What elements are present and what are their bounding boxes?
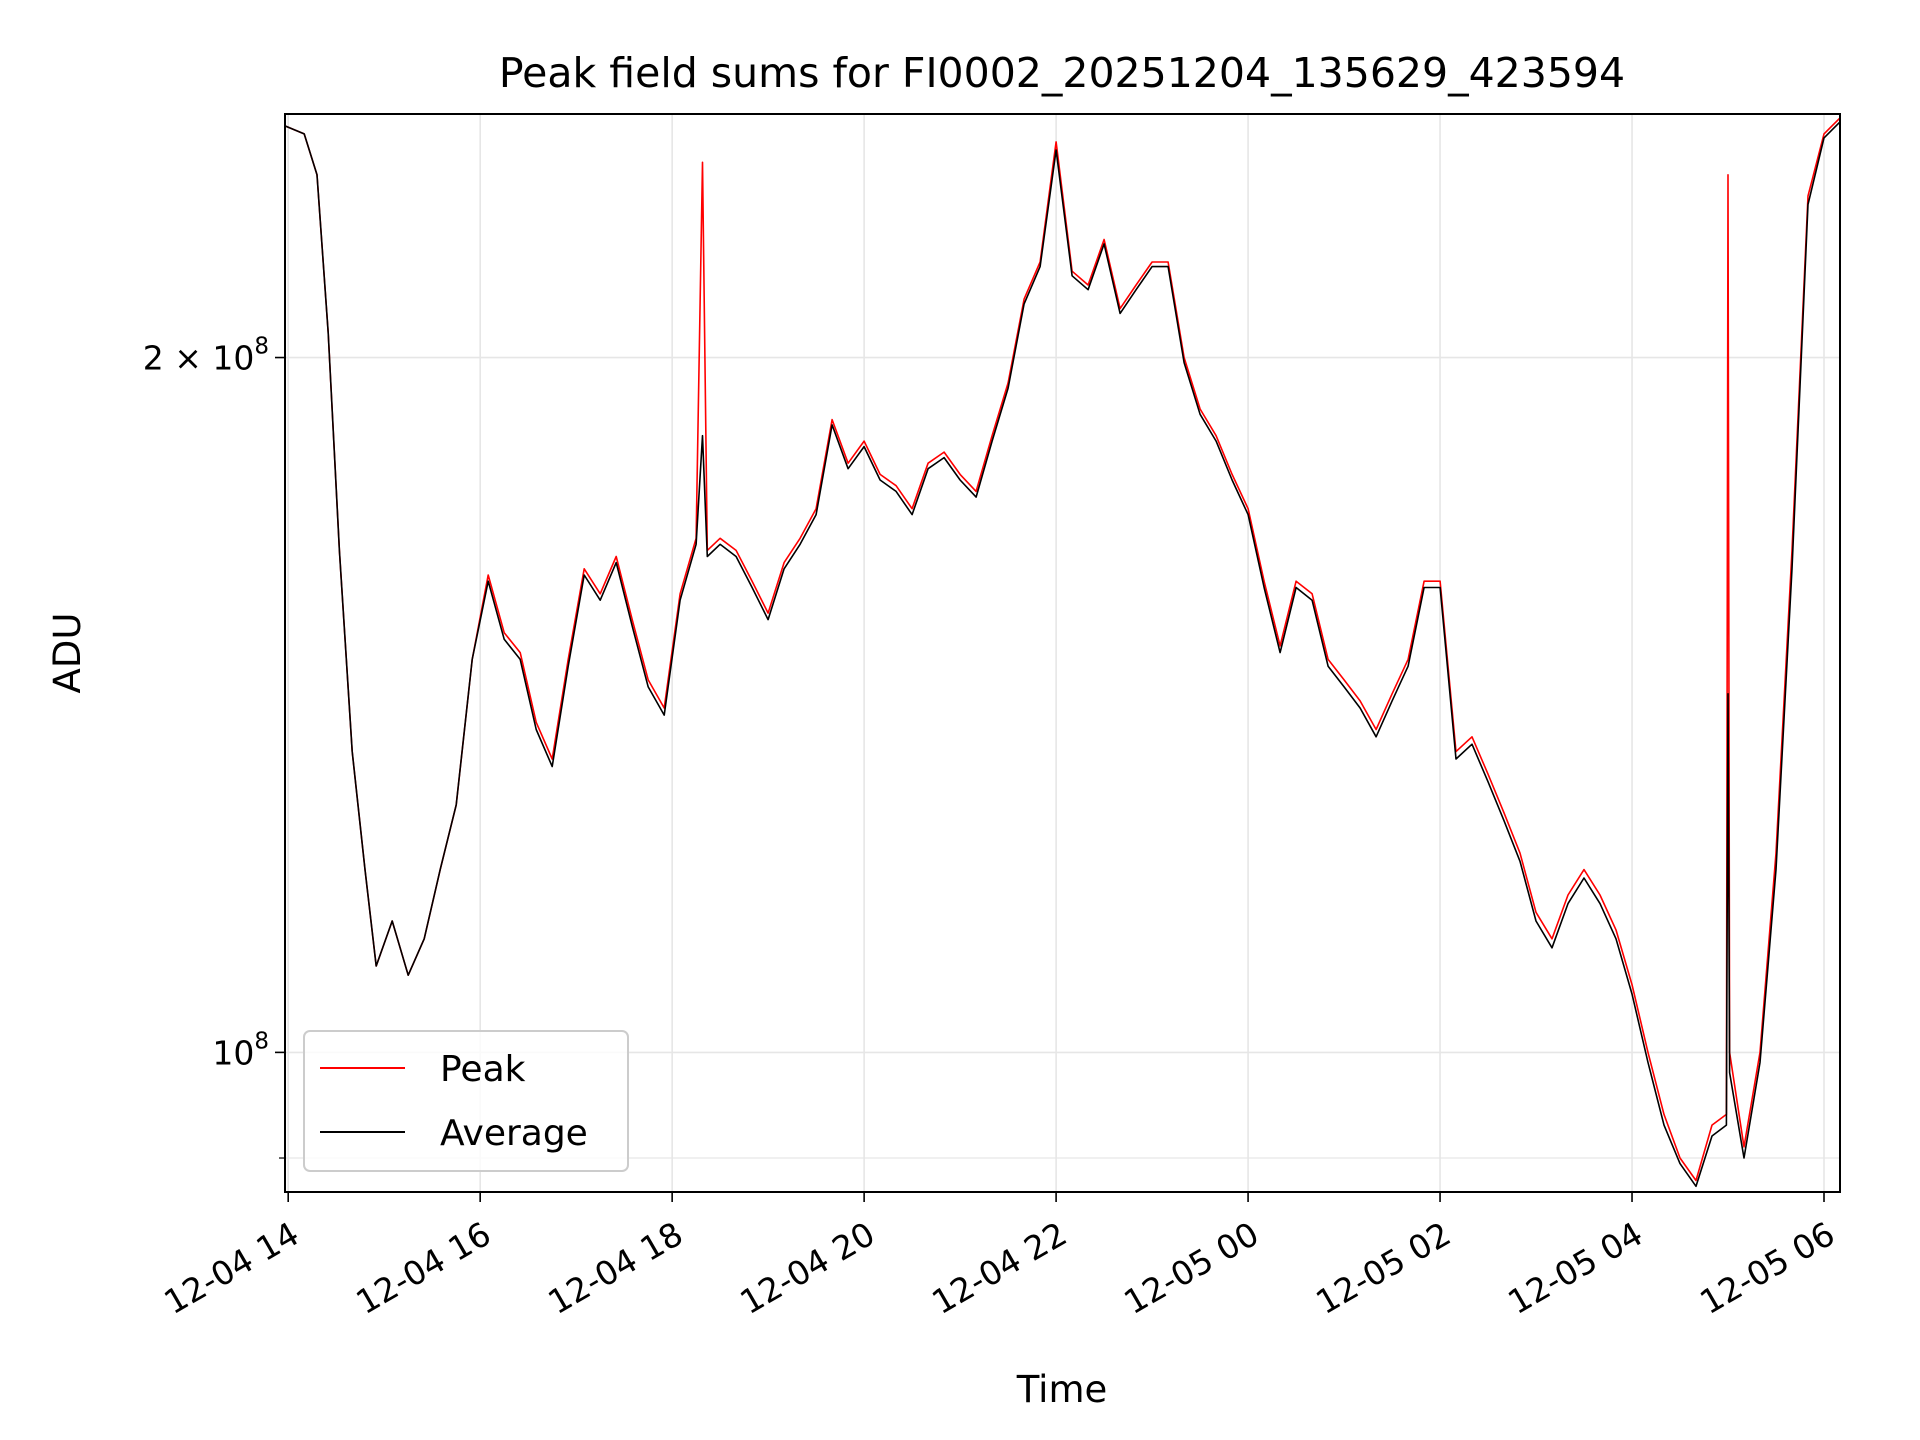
y-tick-label: 2 × 108 [143,334,269,378]
x-axis-label: Time [1016,1368,1108,1411]
series-line-peak [284,117,1841,1182]
y-axis-label: ADU [46,613,89,694]
chart-title: Peak field sums for FI0002_20251204_1356… [499,49,1625,97]
plot-frame [284,113,1841,1193]
legend-peak-label: Peak [440,1049,526,1090]
y-tick-label: 108 [212,1028,269,1072]
legend-average-label: Average [440,1113,588,1154]
legend: Peak Average [303,1030,629,1172]
legend-box [303,1030,629,1172]
series-line-average [284,121,1841,1188]
series-layer [284,117,1841,1188]
y-axis: 2 × 108 108 [143,334,285,1159]
